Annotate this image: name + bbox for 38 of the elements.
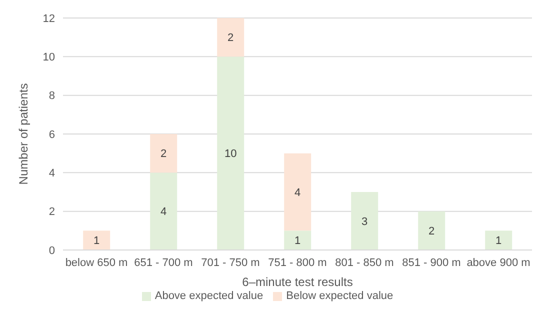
x-tick-label: 701 - 750 m (201, 256, 260, 269)
x-tick-label: above 900 m (466, 256, 530, 269)
data-label: 1 (496, 235, 502, 248)
x-tick-label: 801 - 850 m (335, 256, 394, 269)
data-label: 1 (294, 235, 301, 248)
legend-label: Above expected value (154, 290, 264, 302)
data-label: 4 (160, 206, 167, 218)
y-axis-title: Number of patients (16, 83, 30, 185)
bar (150, 172, 178, 250)
data-label: 4 (294, 186, 301, 199)
x-tick-label: below 650 m (65, 256, 128, 269)
y-tick-label: 10 (42, 52, 55, 64)
data-label: 1 (94, 235, 100, 248)
data-label: 3 (362, 216, 368, 228)
x-tick-label: 851 - 900 m (402, 256, 461, 269)
y-tick-label: 0 (48, 244, 55, 257)
bar (217, 18, 244, 57)
data-label: 2 (160, 148, 167, 160)
data-label: 2 (228, 32, 234, 44)
bar (217, 56, 244, 250)
x-tick-label: 651 - 700 m (134, 256, 193, 269)
bar (150, 134, 178, 173)
x-axis-title: 6–minute test results (242, 275, 353, 289)
bar (284, 153, 312, 231)
bar (418, 211, 446, 250)
bar (284, 230, 312, 250)
legend-label: Below expected value (286, 290, 394, 302)
y-tick-label: 12 (42, 12, 55, 25)
y-tick-label: 8 (48, 90, 55, 102)
bar (83, 230, 110, 250)
y-tick-label: 6 (48, 128, 55, 141)
y-tick-label: 4 (48, 168, 55, 180)
x-tick-label: 751 - 800 m (268, 256, 327, 269)
y-tick-label: 2 (48, 206, 55, 218)
data-label: 10 (224, 148, 237, 160)
bar (351, 192, 378, 250)
data-label: 2 (428, 226, 435, 238)
bar (485, 230, 512, 250)
